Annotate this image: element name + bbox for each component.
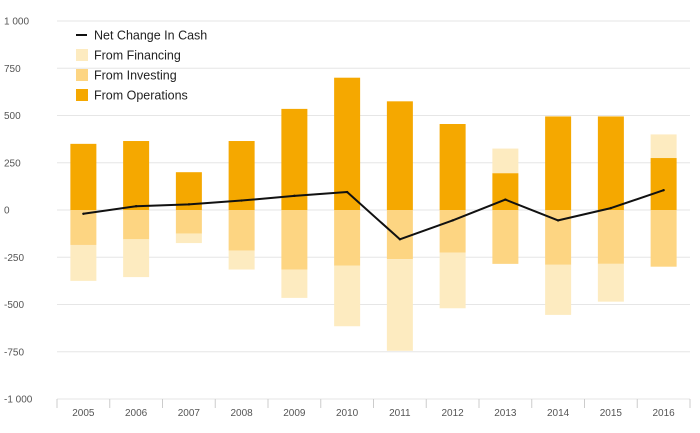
bar-from-financing — [123, 239, 150, 278]
bar-from-investing — [597, 210, 624, 264]
bar-from-investing — [228, 210, 255, 251]
legend-label-from-investing: From Investing — [94, 69, 177, 83]
bar-from-operations — [439, 124, 466, 210]
bar-from-financing — [650, 134, 677, 159]
bar-from-operations — [281, 108, 308, 210]
net-change-point — [240, 199, 243, 202]
bar-from-financing — [228, 250, 255, 270]
bar-from-operations — [492, 173, 519, 210]
bar-from-operations — [123, 141, 150, 210]
y-tick-label: 1 000 — [4, 17, 29, 28]
bar-from-financing — [70, 244, 97, 281]
axes: 1 000 750 500 250 0 -250 -500 -750 -1 000 2005 200… — [4, 17, 691, 419]
net-change-point — [293, 194, 296, 198]
y-tick-label: 500 — [4, 111, 21, 122]
bar-from-operations — [334, 77, 361, 210]
y-tick-label: -1 000 — [4, 395, 33, 406]
net-change-point — [398, 238, 402, 241]
y-tick-label: -750 — [4, 347, 24, 358]
x-tick-label: 2016 — [653, 408, 676, 419]
bar-from-investing — [492, 210, 519, 264]
x-tick-label: 2008 — [231, 408, 254, 419]
legend: Net Change In Cash From Financing From Inv… — [76, 29, 207, 103]
bar-from-financing — [492, 148, 519, 174]
bar-from-operations — [650, 158, 677, 210]
bar-marks — [70, 77, 677, 351]
net-change-point — [345, 190, 349, 194]
legend-swatch-from-financing — [76, 49, 88, 61]
net-change-point — [82, 212, 85, 215]
bar-from-financing — [545, 264, 572, 315]
x-tick-label: 2013 — [494, 408, 517, 419]
bar-from-investing — [334, 210, 361, 266]
bar-from-investing — [386, 210, 413, 260]
net-change-point — [556, 219, 560, 222]
x-tick-label: 2009 — [283, 408, 306, 419]
net-change-line — [82, 188, 665, 241]
bar-from-operations — [545, 116, 572, 210]
legend-label-net-change-in-cash: Net Change In Cash — [94, 29, 207, 43]
bar-from-investing — [175, 210, 202, 234]
y-tick-label: 750 — [4, 64, 21, 75]
legend-swatch-from-investing — [76, 69, 88, 81]
bar-from-operations — [70, 143, 97, 210]
x-tick-label: 2012 — [442, 408, 465, 419]
net-change-point — [451, 219, 454, 222]
bar-from-operations — [228, 141, 255, 210]
x-tick-label: 2015 — [600, 408, 623, 419]
legend-swatch-from-operations — [76, 89, 88, 101]
legend-label-from-operations: From Operations — [94, 89, 188, 103]
net-change-point — [609, 206, 613, 210]
x-tick-label: 2010 — [336, 408, 359, 419]
x-tick-label: 2011 — [389, 408, 411, 419]
net-change-point — [662, 188, 665, 192]
bar-from-investing — [123, 210, 150, 240]
net-change-point — [134, 205, 138, 208]
bar-from-operations — [386, 101, 413, 210]
y-tick-label: -500 — [4, 300, 24, 311]
x-tick-label: 2005 — [72, 408, 95, 419]
bar-from-financing — [597, 263, 624, 302]
x-tick-label: 2006 — [125, 408, 148, 419]
y-tick-label: -250 — [4, 253, 24, 264]
bar-from-operations — [597, 116, 624, 210]
net-change-polyline — [83, 189, 664, 241]
bar-from-investing — [650, 210, 677, 267]
y-tick-label: 250 — [4, 158, 21, 169]
x-tick-label: 2014 — [547, 408, 570, 419]
net-change-point — [187, 203, 191, 206]
bar-from-financing — [175, 233, 202, 244]
bar-from-financing — [334, 265, 361, 327]
bar-from-financing — [439, 252, 466, 309]
bar-from-financing — [386, 259, 413, 351]
net-change-point — [504, 198, 507, 201]
bar-from-investing — [281, 210, 308, 270]
legend-label-from-financing: From Financing — [94, 49, 181, 63]
x-tick-label: 2007 — [178, 408, 201, 419]
bar-from-financing — [281, 269, 308, 298]
y-tick-label: 0 — [4, 206, 10, 217]
bar-from-investing — [70, 210, 97, 245]
